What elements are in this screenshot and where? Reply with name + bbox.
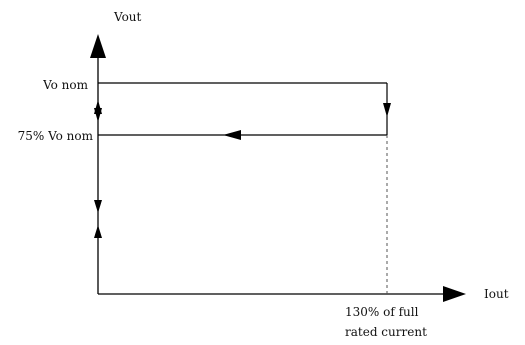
current-label-line1: 130% of full [345, 305, 419, 319]
y-axis-label: Vout [113, 10, 142, 24]
x-axis-label: Iout [484, 287, 509, 301]
y-arrow-up-lower [94, 225, 102, 238]
current-label-line2: rated current [345, 325, 427, 339]
x-axis-arrowhead [443, 286, 466, 302]
vo-75-label: 75% Vo nom [18, 129, 94, 143]
drop-arrowhead [383, 103, 391, 117]
y-axis-arrowhead [90, 34, 106, 58]
y-arrow-down-lower [94, 200, 102, 213]
foldback-arrowhead [223, 130, 241, 140]
y-arrow-down-upper [94, 108, 102, 122]
vo-nom-label: Vo nom [42, 78, 89, 92]
